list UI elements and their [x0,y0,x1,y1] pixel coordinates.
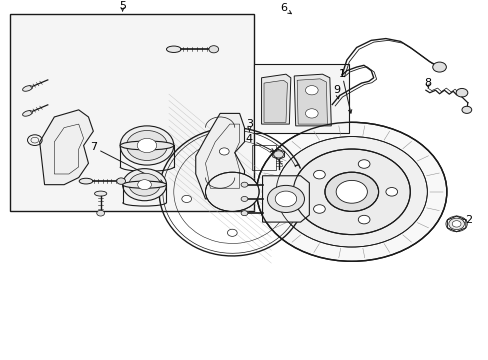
Polygon shape [264,80,287,122]
Text: 1: 1 [338,69,345,79]
Circle shape [138,180,151,190]
Circle shape [451,221,460,227]
Circle shape [293,149,409,235]
Text: 7: 7 [90,142,97,152]
Circle shape [256,122,446,261]
Circle shape [227,229,237,237]
Ellipse shape [79,178,93,184]
Text: 9: 9 [333,85,340,95]
Circle shape [120,126,173,165]
Circle shape [137,138,157,153]
Circle shape [305,86,318,95]
Polygon shape [195,113,244,199]
Bar [10,14,254,211]
Text: 8: 8 [423,78,430,88]
Circle shape [208,46,218,53]
Circle shape [129,173,160,196]
Text: 2: 2 [464,215,471,225]
Circle shape [335,180,366,203]
Circle shape [385,188,397,196]
Circle shape [117,178,125,184]
Text: 6: 6 [280,3,286,13]
Circle shape [358,160,369,168]
Circle shape [219,148,229,155]
Circle shape [97,210,104,216]
Circle shape [358,215,369,224]
Circle shape [461,106,471,113]
Circle shape [275,191,296,207]
Circle shape [276,136,427,247]
Circle shape [267,185,304,212]
Polygon shape [262,176,309,222]
Circle shape [432,62,446,72]
Text: 4: 4 [245,134,252,144]
Ellipse shape [22,86,32,91]
Circle shape [182,195,191,202]
Circle shape [313,170,325,179]
Circle shape [241,197,247,202]
Circle shape [448,218,464,230]
Circle shape [455,89,467,97]
Polygon shape [40,110,93,185]
Circle shape [325,172,378,211]
Polygon shape [294,74,330,126]
Ellipse shape [120,141,173,150]
Ellipse shape [122,181,166,188]
Polygon shape [297,79,327,124]
Text: 3: 3 [245,119,252,129]
Ellipse shape [166,46,181,53]
Circle shape [122,168,166,201]
Bar [254,63,348,133]
Ellipse shape [22,111,32,116]
Circle shape [313,205,325,213]
Circle shape [305,109,318,118]
Circle shape [241,211,247,216]
Polygon shape [261,74,290,124]
Circle shape [205,172,259,211]
Text: 5: 5 [119,1,126,12]
Circle shape [126,131,167,161]
Circle shape [273,151,283,158]
Circle shape [241,182,247,187]
Ellipse shape [94,191,106,196]
